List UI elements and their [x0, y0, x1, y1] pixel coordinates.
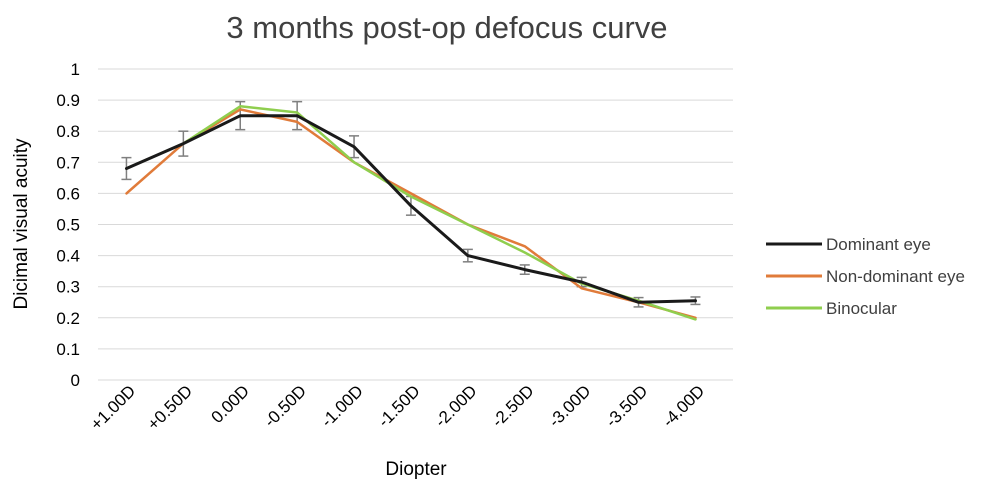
x-tick-label: -4.00D — [659, 381, 709, 431]
x-tick-label: 0.00D — [208, 381, 254, 427]
x-tick-label: -1.50D — [374, 381, 424, 431]
y-tick-labels: 0 0.1 0.2 0.3 0.4 0.5 0.6 0.7 0.8 0.9 1 — [56, 60, 80, 390]
x-tick-label: +1.00D — [87, 381, 140, 434]
legend-label: Binocular — [826, 299, 897, 318]
legend: Dominant eye Non-dominant eye Binocular — [766, 235, 965, 318]
y-axis-title: Dicimal visual acuity — [11, 138, 32, 310]
y-tick-label: 0.7 — [56, 153, 80, 172]
x-tick-label: -0.50D — [260, 381, 310, 431]
x-tick-label: -3.00D — [545, 381, 595, 431]
y-tick-label: 0.1 — [56, 340, 80, 359]
gridlines — [98, 68, 733, 381]
y-tick-label: 0.3 — [56, 278, 80, 297]
x-axis-title: Diopter — [385, 459, 447, 480]
y-tick-label: 0.6 — [56, 184, 80, 203]
legend-item: Non-dominant eye — [766, 267, 965, 286]
series-lines — [125, 105, 697, 321]
chart-title: 3 months post-op defocus curve — [226, 10, 667, 45]
y-tick-label: 0.8 — [56, 122, 80, 141]
y-tick-label: 0 — [71, 371, 80, 390]
x-tick-label: -3.50D — [602, 381, 652, 431]
y-tick-label: 0.2 — [56, 309, 80, 328]
x-tick-label: -2.50D — [488, 381, 538, 431]
series-line-non-dominant-eye — [125, 108, 697, 320]
y-tick-label: 0.5 — [56, 216, 80, 235]
y-tick-label: 0.9 — [56, 91, 80, 110]
y-tick-label: 1 — [71, 60, 80, 79]
legend-label: Non-dominant eye — [826, 267, 965, 286]
x-tick-label: +0.50D — [144, 381, 197, 434]
x-tick-labels: +1.00D +0.50D 0.00D -0.50D -1.00D -1.50D -2.00… — [87, 381, 709, 434]
x-tick-label: -2.00D — [431, 381, 481, 431]
legend-item: Dominant eye — [766, 235, 931, 254]
legend-item: Binocular — [766, 299, 897, 318]
series-line-dominant-eye — [125, 114, 697, 304]
x-tick-label: -1.00D — [317, 381, 367, 431]
y-tick-label: 0.4 — [56, 247, 80, 266]
legend-label: Dominant eye — [826, 235, 931, 254]
